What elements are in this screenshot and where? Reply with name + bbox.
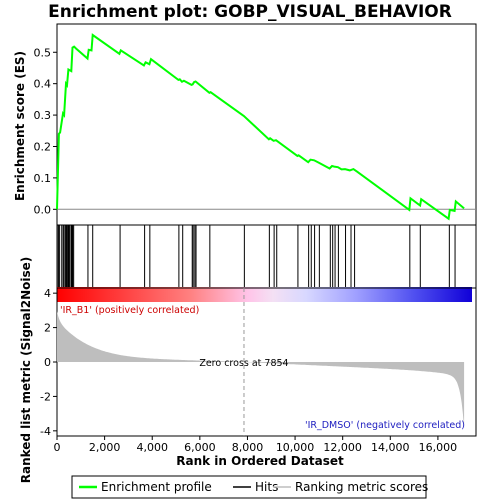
metric-y-ticks: 4 2 0 -2 -4 xyxy=(40,287,57,438)
zero-cross-label: Zero cross at 7854 xyxy=(199,358,288,369)
legend-hits-label: Hits xyxy=(255,480,278,494)
metric-y-axis-title: Ranked list metric (Signal2Noise) xyxy=(19,257,33,484)
hits-frame xyxy=(56,224,477,289)
metric-y-tick-label: 4 xyxy=(44,287,51,300)
enrichment-profile-line xyxy=(56,33,465,221)
es-y-axis-title: Enrichment score (ES) xyxy=(13,51,27,201)
chart-title: Enrichment plot: GOBP_VISUAL_BEHAVIOR xyxy=(48,2,452,22)
x-tick-label: 6,000 xyxy=(184,441,216,454)
metric-y-tick-label: 0 xyxy=(44,356,51,369)
es-plot-frame xyxy=(56,23,477,226)
metric-y-tick-label: -2 xyxy=(40,390,51,403)
es-y-tick-label: 0.3 xyxy=(34,109,52,122)
negative-correlation-label: 'IR_DMSO' (negatively correlated) xyxy=(305,420,465,431)
metric-y-tick-label: -4 xyxy=(40,425,51,438)
ranking-metric-area xyxy=(57,311,465,429)
metric-x-ticks: 0 2,000 4,000 6,000 8,000 10,000 12,000 14,000 1… xyxy=(54,436,458,454)
x-tick-label: 14,000 xyxy=(371,441,410,454)
x-axis-title: Rank in Ordered Dataset xyxy=(176,454,344,468)
x-tick-label: 16,000 xyxy=(419,441,458,454)
rank-color-bar xyxy=(57,287,472,302)
x-tick-label: 2,000 xyxy=(89,441,121,454)
x-tick-label: 8,000 xyxy=(232,441,264,454)
x-tick-label: 10,000 xyxy=(276,441,315,454)
es-y-tick-label: 0.5 xyxy=(34,46,52,59)
hit-lines xyxy=(56,225,456,287)
x-tick-label: 0 xyxy=(54,441,61,454)
es-y-tick-label: 0.4 xyxy=(34,78,52,91)
legend-metric-label: Ranking metric scores xyxy=(295,480,428,494)
x-tick-label: 12,000 xyxy=(323,441,362,454)
positive-correlation-label: 'IR_B1' (positively correlated) xyxy=(60,305,199,316)
legend: Enrichment profile Hits Ranking metric s… xyxy=(71,475,428,499)
es-y-ticks: 0.0 0.1 0.2 0.3 0.4 0.5 xyxy=(34,46,57,216)
legend-enrichment-label: Enrichment profile xyxy=(101,480,212,494)
es-y-tick-label: 0.2 xyxy=(34,140,52,153)
hits-panel xyxy=(56,224,477,302)
es-y-tick-label: 0.1 xyxy=(34,172,52,185)
ranked-metric-panel: Zero cross at 7854 'IR_B1' (positively c… xyxy=(19,257,477,484)
x-tick-label: 4,000 xyxy=(136,441,168,454)
es-y-tick-label: 0.0 xyxy=(34,203,52,216)
enrichment-score-panel: 0.0 0.1 0.2 0.3 0.4 0.5 Enrichment score (ES) xyxy=(13,23,477,226)
metric-y-tick-label: 2 xyxy=(44,322,51,335)
